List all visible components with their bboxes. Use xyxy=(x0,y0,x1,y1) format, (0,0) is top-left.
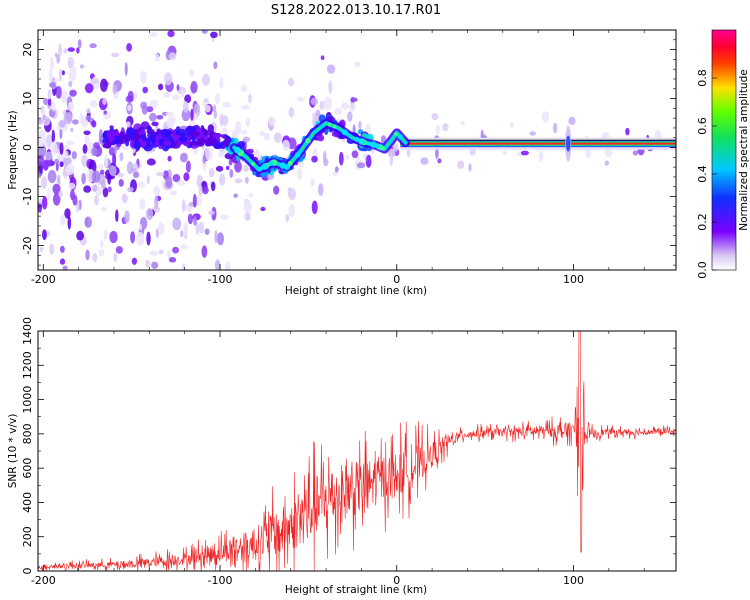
colorbar: 0.0 0.2 0.4 0.6 0.8 Normalized spectral ampl… xyxy=(696,29,750,279)
spectrogram-xtick-label: -200 xyxy=(31,273,56,286)
spectrogram-xtick-label: 100 xyxy=(563,273,584,286)
colorbar-tick-label: 0.0 xyxy=(696,261,709,279)
colorbar-label: Normalized spectral amplitude xyxy=(738,69,750,230)
spectrogram-xtick-label: -100 xyxy=(208,273,233,286)
spectrogram-ylabel: Frequency (Hz) xyxy=(7,110,19,189)
spectrogram-ytick-label: 20 xyxy=(21,43,34,57)
spectrogram-ytick-label: 10 xyxy=(21,92,34,106)
colorbar-tick-label: 0.8 xyxy=(696,69,709,87)
snr-xtick-label: 0 xyxy=(393,574,400,587)
snr-series-line xyxy=(38,331,676,571)
snr-xtick-label: 100 xyxy=(563,574,584,587)
spectrogram-frame xyxy=(37,29,677,271)
spectrogram-ytick-label: -20 xyxy=(21,237,34,255)
snr-xlabel: Height of straight line (km) xyxy=(285,584,427,596)
colorbar-ticks: 0.0 0.2 0.4 0.6 0.8 xyxy=(696,69,717,279)
snr-ytick-label: 1000 xyxy=(21,386,34,414)
colorbar-tick-label: 0.2 xyxy=(696,213,709,231)
figure-title: S128.2022.013.10.17.R01 xyxy=(271,3,441,18)
snr-ytick-label: 400 xyxy=(21,492,34,513)
snr-ylabel: SNR (10 * v/v) xyxy=(7,414,19,489)
spectrogram-ytick-label: -10 xyxy=(21,188,34,206)
spectrogram-xlabel: Height of straight line (km) xyxy=(285,285,427,297)
colorbar-tick-label: 0.4 xyxy=(696,165,709,183)
snr-ytick-label: 1200 xyxy=(21,351,34,379)
snr-ytick-label: 1400 xyxy=(21,317,34,345)
snr-xtick-label: -100 xyxy=(208,574,233,587)
snr-ytick-label: 600 xyxy=(21,458,34,479)
spectrogram-ytick-label: 0 xyxy=(21,144,34,151)
spectrogram-image xyxy=(38,30,676,270)
colorbar-gradient xyxy=(712,30,736,270)
colorbar-tick-label: 0.6 xyxy=(696,117,709,135)
colorbar-frame xyxy=(711,29,737,271)
spectrogram-xtick-label: 0 xyxy=(393,273,400,286)
snr-xtick-label: -200 xyxy=(31,574,56,587)
snr-plot-area xyxy=(38,331,676,571)
snr-ytick-label: 200 xyxy=(21,526,34,547)
snr-ytick-label: 800 xyxy=(21,423,34,444)
snr-ytick-label: 0 xyxy=(21,568,34,575)
